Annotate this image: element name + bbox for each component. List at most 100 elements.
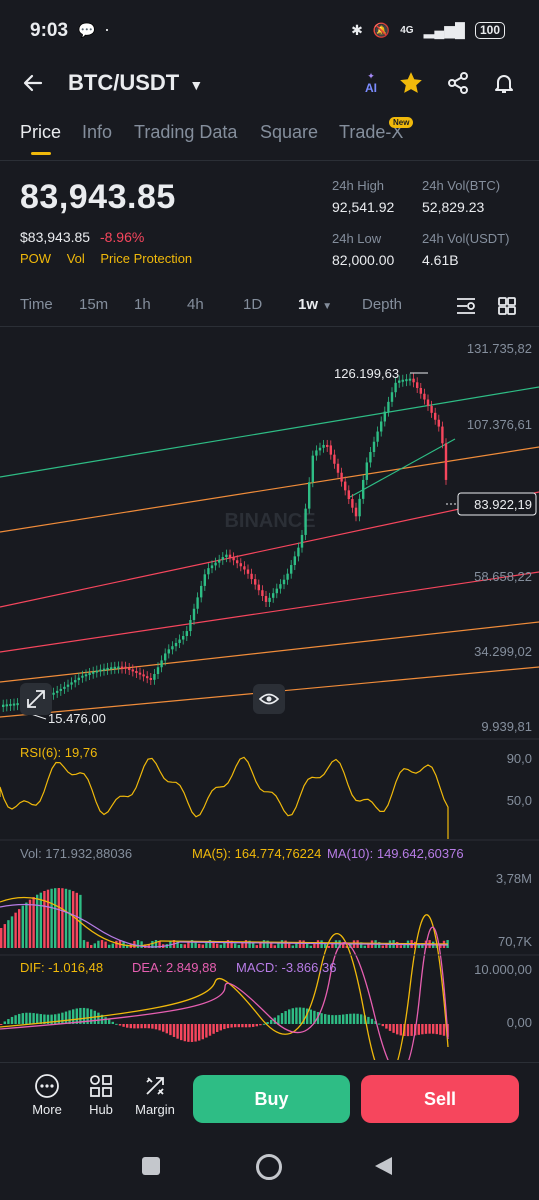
volume-bar [126,944,129,948]
current-price-box [457,492,537,516]
macd-histogram-bar [183,1024,186,1042]
macd-histogram-bar [212,1024,215,1034]
macd-histogram-bar [32,1013,35,1024]
bluetooth-icon: ✱ [351,22,363,38]
interval-depth[interactable]: Depth [362,296,403,313]
macd-histogram-bar [144,1024,147,1029]
margin-button[interactable]: Margin [130,1073,180,1117]
high-label: 24h High [332,178,385,193]
trend-line [349,438,456,498]
back-nav-button[interactable] [372,1155,394,1177]
buy-button[interactable]: Buy [193,1075,350,1123]
notification-button[interactable] [489,68,519,98]
macd-histogram-bar [327,1014,330,1024]
volume-bar [3,924,6,948]
layout-grid-button[interactable] [497,296,517,321]
macd-histogram-bar [392,1024,395,1033]
candle-body [120,666,124,669]
sell-button[interactable]: Sell [361,1075,519,1123]
tag-vol[interactable]: Vol [66,251,85,266]
candle-body [59,688,62,691]
volume-bar [367,942,370,948]
volume-bar [277,941,280,948]
macd-histogram-bar [302,1007,305,1024]
candle-body [70,682,73,685]
macd-histogram-bar [367,1016,370,1024]
volume-bar [385,942,388,948]
volume-bar [115,940,118,948]
interval-1w[interactable]: 1w ▼ [298,296,332,313]
macd-histogram-bar [122,1024,125,1027]
visibility-toggle-button[interactable] [253,684,285,714]
macd-histogram-bar [79,1007,82,1024]
interval-time[interactable]: Time [20,296,53,313]
volume-bar [262,940,266,948]
volume-bar [190,940,194,948]
expand-button[interactable] [20,683,52,715]
volume-bar [104,941,107,948]
more-button[interactable]: More [22,1073,72,1117]
back-button[interactable] [18,68,48,98]
hub-button[interactable]: Hub [76,1073,126,1117]
tag-pow[interactable]: POW [20,251,52,266]
volume-bar [230,940,233,948]
macd-histogram-bar [39,1014,42,1024]
favorite-button[interactable] [396,68,426,98]
macd-histogram-bar [21,1013,24,1024]
candle-body [124,666,127,669]
pair-selector[interactable]: BTC/USDT ▼ [68,70,203,96]
volume-bar [273,945,276,948]
candle-body [236,560,239,564]
candle-body [5,704,8,707]
chart-canvas[interactable]: BINANCE 131.735,82 107.376,61 58.658,22 … [0,327,539,1060]
interval-1d[interactable]: 1D [243,296,263,313]
candle-body [268,597,271,602]
macd-histogram-bar [108,1019,111,1024]
candle-body [444,443,448,480]
tab-trading-data[interactable]: Trading Data [134,122,238,142]
volume-bar [68,889,71,948]
candle-body [362,479,365,499]
recents-button[interactable] [142,1157,160,1175]
candle-body [365,462,368,480]
volume-bar [306,942,309,948]
candle-body [290,565,293,574]
macd-histogram-bar [3,1021,6,1024]
tab-info[interactable]: Info [82,122,113,142]
macd-histogram-bar [439,1024,442,1035]
interval-4h[interactable]: 4h [187,296,204,313]
mute-icon: 🔕 [372,22,391,38]
candle-body [207,568,210,575]
candle-body [423,393,426,400]
tag-price-protection[interactable]: Price Protection [100,251,193,266]
candle-body [318,447,322,451]
macd-histogram-bar [201,1024,204,1040]
tab-trade-x[interactable]: Trade-X [339,122,404,142]
interval-15m[interactable]: 15m [79,296,109,313]
y-label-4: 34.299,02 [474,644,532,659]
ai-button[interactable]: ✦ AI [356,68,386,98]
candle-body [135,670,138,673]
macd-histogram-bar [259,1024,262,1026]
macd-histogram-bar [385,1024,388,1029]
macd-histogram-bar [428,1024,431,1034]
indicator-settings-button[interactable] [455,296,477,321]
chevron-down-icon: ▼ [189,77,204,93]
header: BTC/USDT ▼ ✦ AI [0,60,539,106]
macd-histogram-bar [342,1014,345,1024]
tab-square[interactable]: Square [260,122,319,142]
home-button[interactable] [256,1154,282,1180]
volume-bar [280,940,284,948]
macd-histogram-bar [223,1024,226,1030]
tab-price[interactable]: Price [20,122,62,142]
signal-icon: ▂▄▆█ [423,22,465,38]
interval-1h[interactable]: 1h [134,296,151,313]
volume-bar [21,905,24,948]
candle-body [117,666,120,669]
candle-body [142,674,145,677]
volume-bar [50,888,53,948]
interval-1w-label: 1w [298,296,319,313]
candle-body [153,674,156,680]
share-button[interactable] [443,68,473,98]
rsi-line [0,756,449,839]
